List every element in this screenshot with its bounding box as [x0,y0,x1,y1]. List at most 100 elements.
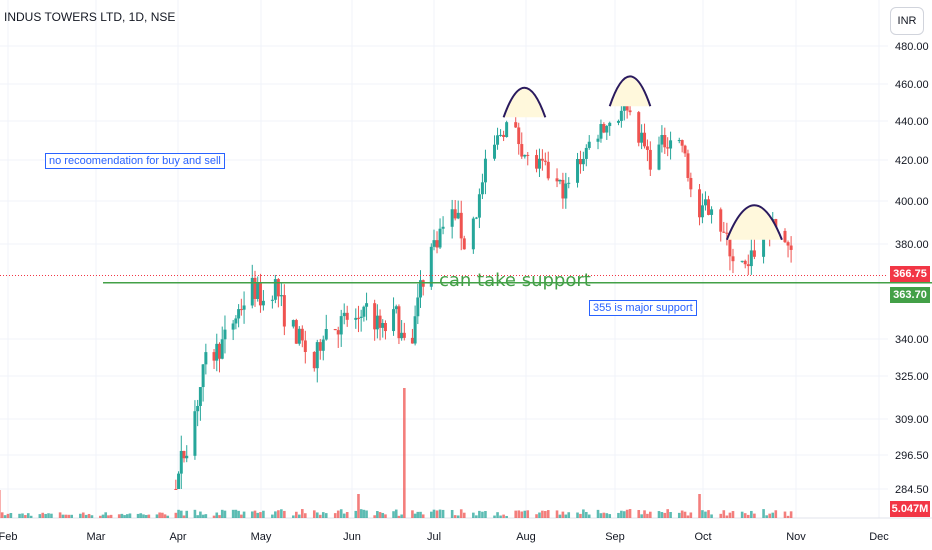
volume-bar [61,514,65,518]
volume-bar [582,509,585,518]
candle-body [282,295,286,327]
volume-bar [101,514,105,518]
volume-bar [223,510,227,518]
volume-bar [373,515,376,518]
candle-body [459,212,463,239]
candle-body [657,144,661,170]
volume-bar [526,510,530,518]
volume-bar [166,515,170,518]
candle-body [477,194,481,218]
volume-bar [120,513,124,518]
candle-body [680,140,684,146]
volume-bar [117,514,121,518]
volume-bar [620,510,623,518]
candle-body [413,316,417,344]
volume-bar [90,515,94,518]
volume-bar [262,510,265,518]
volume-bar [50,513,53,518]
candle-body [581,158,585,165]
volume-bar [746,514,750,518]
volume-bar [450,509,454,518]
candle-body [182,450,186,459]
volume-bar [283,510,286,518]
volume-bar [637,510,641,518]
volume-bar [240,514,243,518]
volume-bar [786,515,790,518]
volume-bar [459,509,463,518]
candle-body [660,135,664,145]
volume-bar [774,510,778,518]
volume-bar [199,511,202,518]
volume-bar [657,511,661,518]
volume-bar [579,513,582,518]
price-tick-label: 284.50 [895,484,929,496]
volume-bar [617,512,620,518]
volume-bar [719,513,723,518]
candle-body [555,178,559,182]
support-label[interactable]: can take support [439,270,591,291]
volume-bar [104,512,108,518]
volume-bar [318,514,322,518]
candle-body [261,300,265,306]
candle-body [523,154,527,157]
volume-bar [546,510,550,518]
candle-body [762,227,766,257]
volume-bar [324,513,328,518]
volume-bar [336,510,340,518]
volume-bar [321,512,325,518]
volume-bar [47,513,50,518]
volume-bar [502,514,505,518]
no-recommendation-note[interactable]: no recoomendation for buy and sell [45,153,225,169]
time-tick-label: Apr [169,531,186,543]
candle-body [204,352,208,365]
price-tick-label: 420.00 [895,155,929,167]
volume-bar [731,511,735,518]
symbol-label[interactable]: INDUS TOWERS LTD, 1D, NSE [4,10,176,24]
candle-body [576,159,580,183]
volume-bar [3,515,7,518]
candle-body [749,250,753,267]
volume-bar [163,514,167,518]
candle-body [276,279,280,297]
candle-body [234,318,238,324]
candle-body [505,122,509,138]
candle-body [526,154,530,156]
time-tick-label: May [251,531,272,543]
currency-button[interactable]: INR [890,7,924,35]
major-support-note[interactable]: 355 is major support [589,300,697,316]
candle-body [578,159,582,165]
volume-bar [185,510,189,518]
volume-bar [762,509,765,518]
volume-bar [237,510,240,518]
volume-bar [453,515,457,518]
volume-bar [789,511,793,518]
price-tick-label: 325.00 [895,371,929,383]
candle-body [223,329,227,340]
candle-body [297,328,301,344]
candle-body [703,199,707,206]
volume-bars [0,388,793,518]
candle-body [546,161,550,179]
volume-bar [345,512,349,518]
candle-body [499,134,503,136]
candle-body [471,218,475,250]
chart-drawings [0,75,932,284]
volume-bar [79,513,82,518]
right-shoulder-arc [725,204,783,241]
candle-body [237,309,241,319]
candle-body [493,144,497,159]
candle-body [312,352,316,369]
candle-body [397,306,401,339]
volume-tag: 5.047M [890,501,930,517]
candle-body [410,337,414,344]
volume-bar [680,510,684,518]
candle-body [456,212,460,219]
candle-body [746,264,750,267]
volume-bar [253,510,257,518]
volume-bar [561,511,565,518]
volume-bar [315,512,319,518]
volume-bar [161,512,164,518]
volume-bar [640,514,643,518]
candle-body [564,183,568,199]
